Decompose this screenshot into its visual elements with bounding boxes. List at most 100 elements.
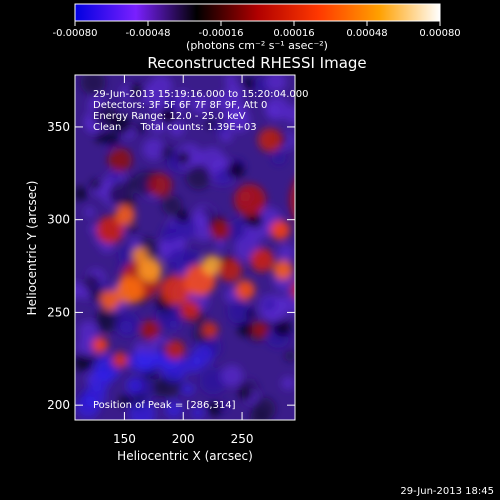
heatmap-blob xyxy=(224,75,237,86)
heatmap-blob xyxy=(290,180,295,220)
heatmap-blob xyxy=(165,400,183,419)
y-axis-ticks: 200 250 300 350 xyxy=(47,120,295,412)
heatmap-blob xyxy=(210,220,230,240)
x-axis-ticks: 150 200 250 xyxy=(113,75,254,446)
heatmap-blob xyxy=(113,116,132,135)
heatmap-blob xyxy=(160,107,175,122)
colorbar-tick-label: -0.00048 xyxy=(126,28,171,39)
heatmap-blob xyxy=(160,275,190,305)
heatmap-blob xyxy=(174,101,185,113)
heatmap-blob xyxy=(108,148,132,172)
info-line-time: 29-Jun-2013 15:19:16.000 to 15:20:04.000 xyxy=(93,89,309,100)
x-tick-label: 150 xyxy=(113,432,136,446)
heatmap-blob xyxy=(115,205,135,225)
heatmap-blob xyxy=(264,96,290,121)
heatmap-blob xyxy=(351,236,379,264)
y-tick-label: 300 xyxy=(47,213,70,227)
heatmap-blob xyxy=(245,309,255,319)
heatmap-blob xyxy=(290,281,295,299)
heatmap-blob xyxy=(242,77,256,90)
heatmap-blob xyxy=(191,344,214,367)
heatmap-blob xyxy=(105,132,119,146)
heatmap-blob xyxy=(176,151,191,165)
heatmap-blob xyxy=(273,260,293,280)
heatmap-blob xyxy=(250,408,271,420)
heatmap-blob xyxy=(219,129,233,143)
heatmap-blob xyxy=(100,290,120,310)
heatmap-blob xyxy=(191,406,204,419)
heatmap-blob xyxy=(181,382,195,396)
heatmap-blob xyxy=(212,94,227,109)
heatmap-blob xyxy=(138,258,162,282)
x-tick-label: 200 xyxy=(172,432,195,446)
heatmap-blob xyxy=(214,168,232,186)
heatmap-blob xyxy=(80,75,106,95)
colorbar-tick-label: 0.00048 xyxy=(346,28,387,39)
heatmap-blob xyxy=(132,247,148,263)
heatmap-blob xyxy=(215,239,226,250)
y-axis-label: Heliocentric Y (arcsec) xyxy=(25,181,39,316)
x-tick-label: 250 xyxy=(231,432,254,446)
heatmap-blob xyxy=(96,311,113,328)
heatmap-blob xyxy=(234,184,266,216)
info-line-clean: Clean Total counts: 1.39E+03 xyxy=(93,122,257,133)
heatmap-blob xyxy=(172,215,197,240)
heatmap-blob xyxy=(331,156,359,184)
y-tick-label: 250 xyxy=(47,305,70,319)
colorbar-tick-label: -0.00080 xyxy=(53,28,98,39)
heatmap-blob xyxy=(175,90,190,105)
heatmap-blob xyxy=(363,196,381,214)
colorbar xyxy=(74,3,441,22)
colorbar-ticks: -0.00080 -0.00048 -0.00016 0.00016 0.00048 0.… xyxy=(53,21,461,39)
heatmap-blob xyxy=(273,319,292,337)
heatmap-blob xyxy=(312,187,368,243)
heatmap-blob xyxy=(190,94,210,114)
heatmap-blob xyxy=(96,216,124,244)
heatmap-blob xyxy=(271,150,286,165)
heatmap-blob xyxy=(116,276,144,304)
heatmap-blob xyxy=(128,83,145,99)
heatmap-blob xyxy=(249,213,264,228)
heatmap-blob xyxy=(227,299,252,324)
heatmap-blob xyxy=(207,120,216,129)
heatmap-blob xyxy=(277,243,295,261)
footer-timestamp: 29-Jun-2013 18:45 xyxy=(400,486,494,497)
heatmap-blob xyxy=(235,280,255,300)
heatmap-blob xyxy=(142,138,165,161)
heatmap-blob xyxy=(128,400,156,420)
heatmap-blob xyxy=(237,321,253,337)
heatmap-blob xyxy=(180,300,200,320)
heatmap-blob xyxy=(90,179,102,191)
heatmap-blob xyxy=(76,335,99,358)
heatmap-blob xyxy=(224,83,244,103)
heatmap-blob xyxy=(150,119,166,134)
heatmap-blob xyxy=(240,388,253,401)
heatmap-blob xyxy=(126,377,143,394)
heatmap-blob xyxy=(167,248,191,272)
y-tick-label: 350 xyxy=(47,120,70,134)
heatmap-blob xyxy=(129,237,142,250)
y-tick-label: 200 xyxy=(47,398,70,412)
heatmap-blob xyxy=(165,340,185,360)
heatmap-blob xyxy=(94,130,107,143)
heatmap-blob xyxy=(75,186,88,201)
heatmap-blob xyxy=(202,322,218,338)
heatmap-blob xyxy=(84,207,95,218)
heatmap-blob xyxy=(227,161,245,179)
heatmap-blob xyxy=(303,148,327,172)
heatmap-blob xyxy=(250,248,274,272)
heatmap-blob xyxy=(176,210,189,223)
colorbar-tick-label: 0.00016 xyxy=(273,28,314,39)
info-line-detectors: Detectors: 3F 5F 6F 7F 8F 9F, Att 0 xyxy=(93,100,267,111)
heatmap-blob xyxy=(126,223,136,234)
heatmap-blob xyxy=(265,75,287,93)
heatmap-blob xyxy=(281,376,295,390)
heatmap-image xyxy=(75,75,381,420)
heatmap-blob xyxy=(134,124,144,134)
heatmap-blob xyxy=(118,244,139,266)
peak-position-label: Position of Peak = [286,314] xyxy=(93,400,236,411)
heatmap-blob xyxy=(344,194,376,226)
heatmap-blob xyxy=(281,291,295,314)
heatmap-blob xyxy=(207,401,223,417)
